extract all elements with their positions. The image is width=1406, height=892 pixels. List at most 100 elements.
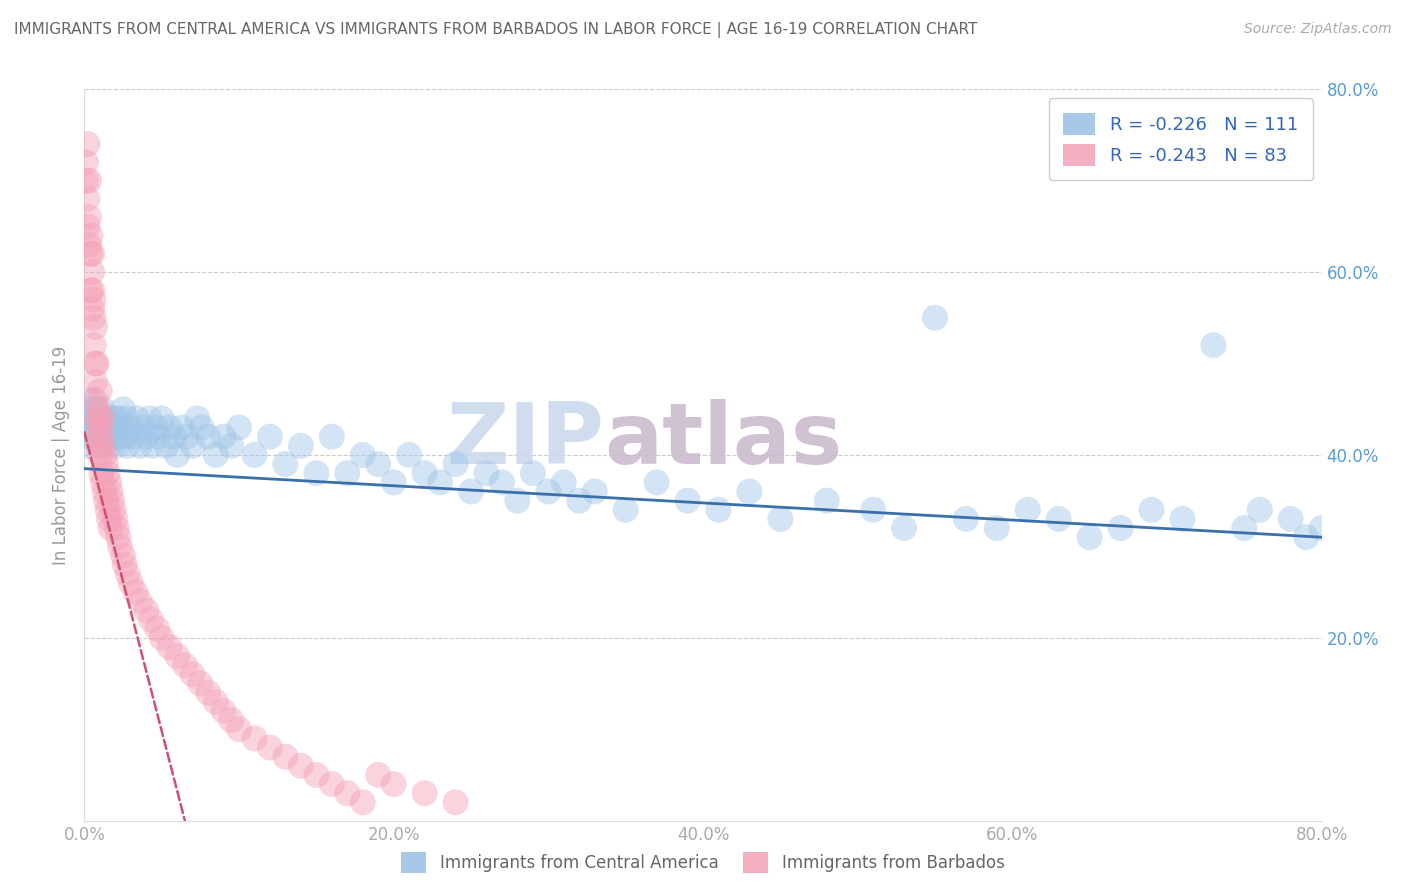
Point	[986, 521, 1008, 535]
Point	[82, 246, 104, 260]
Point	[129, 439, 152, 453]
Point	[475, 466, 498, 480]
Point	[413, 786, 436, 800]
Point	[1233, 521, 1256, 535]
Point	[1403, 521, 1406, 535]
Point	[219, 713, 242, 727]
Point	[219, 439, 242, 453]
Point	[159, 420, 180, 434]
Point	[86, 430, 108, 444]
Point	[491, 475, 513, 490]
Point	[174, 658, 197, 673]
Point	[460, 484, 482, 499]
Point	[110, 420, 132, 434]
Point	[101, 493, 124, 508]
Point	[170, 420, 193, 434]
Point	[107, 530, 129, 544]
Point	[955, 512, 977, 526]
Point	[79, 430, 101, 444]
Point	[82, 392, 104, 407]
Point	[444, 457, 467, 471]
Point	[336, 466, 359, 480]
Point	[274, 457, 297, 471]
Point	[89, 384, 111, 398]
Point	[79, 228, 101, 243]
Point	[77, 211, 100, 225]
Point	[290, 439, 312, 453]
Point	[305, 768, 328, 782]
Point	[367, 768, 389, 782]
Point	[89, 439, 111, 453]
Point	[96, 411, 118, 425]
Point	[1047, 512, 1070, 526]
Point	[1372, 530, 1395, 544]
Point	[150, 411, 173, 425]
Point	[676, 493, 699, 508]
Text: IMMIGRANTS FROM CENTRAL AMERICA VS IMMIGRANTS FROM BARBADOS IN LABOR FORCE | AGE: IMMIGRANTS FROM CENTRAL AMERICA VS IMMIG…	[14, 22, 977, 38]
Point	[583, 484, 606, 499]
Point	[305, 466, 328, 480]
Point	[862, 502, 884, 516]
Point	[90, 430, 112, 444]
Point	[75, 420, 97, 434]
Point	[141, 439, 163, 453]
Point	[1140, 502, 1163, 516]
Point	[352, 796, 374, 810]
Point	[1341, 512, 1364, 526]
Point	[382, 777, 405, 791]
Point	[75, 174, 97, 188]
Point	[1249, 502, 1271, 516]
Point	[506, 493, 529, 508]
Point	[228, 723, 250, 737]
Point	[205, 448, 228, 462]
Point	[1017, 502, 1039, 516]
Point	[96, 502, 118, 516]
Point	[1295, 530, 1317, 544]
Point	[444, 796, 467, 810]
Point	[83, 420, 105, 434]
Point	[769, 512, 792, 526]
Point	[90, 420, 112, 434]
Point	[150, 631, 173, 645]
Point	[77, 237, 100, 252]
Point	[100, 420, 122, 434]
Point	[259, 740, 281, 755]
Point	[1171, 512, 1194, 526]
Point	[103, 411, 125, 425]
Point	[84, 375, 107, 389]
Point	[321, 777, 343, 791]
Point	[274, 749, 297, 764]
Point	[86, 356, 108, 371]
Point	[101, 430, 124, 444]
Point	[191, 420, 214, 434]
Text: Source: ZipAtlas.com: Source: ZipAtlas.com	[1244, 22, 1392, 37]
Point	[105, 439, 128, 453]
Point	[290, 758, 312, 772]
Point	[163, 430, 186, 444]
Point	[94, 493, 117, 508]
Point	[96, 466, 118, 480]
Point	[124, 585, 146, 599]
Point	[90, 466, 112, 480]
Point	[259, 430, 281, 444]
Point	[89, 448, 111, 462]
Point	[166, 448, 188, 462]
Point	[103, 502, 125, 516]
Point	[132, 420, 155, 434]
Point	[135, 603, 157, 617]
Point	[243, 448, 266, 462]
Point	[145, 420, 167, 434]
Point	[84, 402, 107, 417]
Point	[176, 430, 198, 444]
Point	[93, 448, 115, 462]
Point	[87, 411, 110, 425]
Point	[108, 430, 131, 444]
Point	[197, 430, 219, 444]
Point	[148, 430, 170, 444]
Point	[105, 521, 128, 535]
Point	[75, 155, 97, 169]
Point	[138, 411, 160, 425]
Point	[84, 392, 107, 407]
Legend: Immigrants from Central America, Immigrants from Barbados: Immigrants from Central America, Immigra…	[395, 846, 1011, 880]
Point	[76, 411, 98, 425]
